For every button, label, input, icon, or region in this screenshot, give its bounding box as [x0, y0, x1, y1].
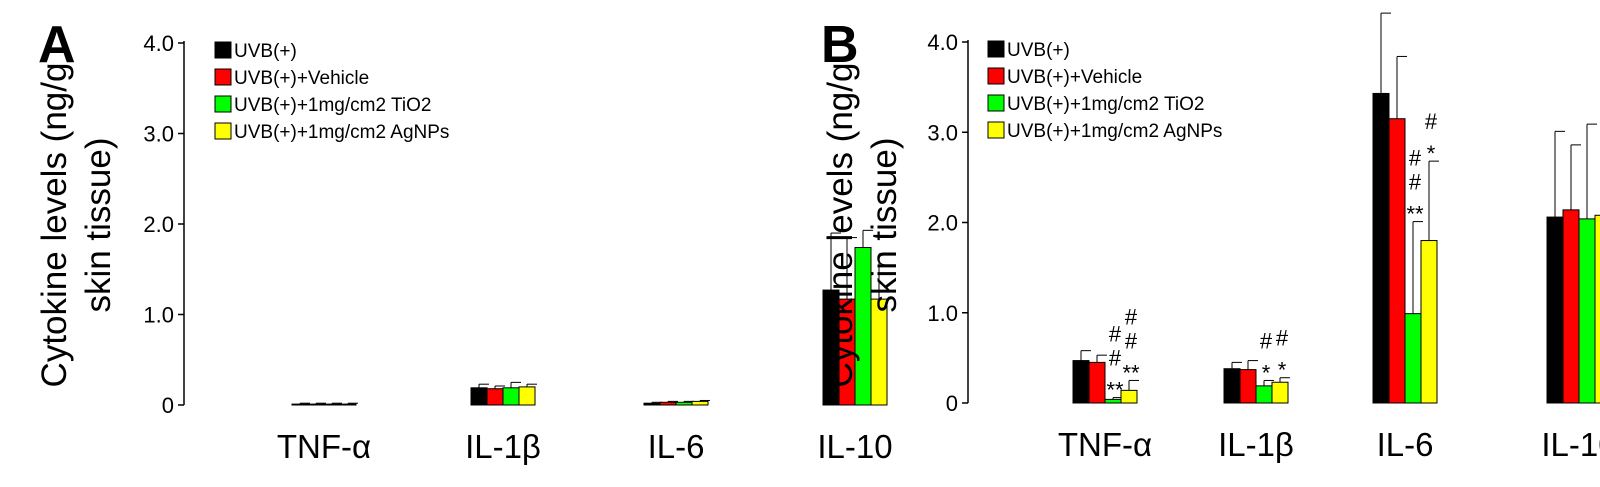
bar: [1546, 216, 1564, 404]
bar: [691, 400, 709, 406]
x-tick-label: IL-10: [817, 428, 892, 465]
x-tick-label: IL-1β: [1218, 426, 1294, 463]
significance-star: **: [1406, 202, 1424, 227]
legend-label: UVB(+): [234, 41, 297, 62]
legend: UVB(+) UVB(+)+Vehicle UVB(+)+1mg/cm2 TiO2 U…: [214, 41, 449, 143]
y-tick-label: 0: [946, 391, 958, 416]
bar: [659, 401, 677, 406]
legend-swatch: [214, 68, 232, 86]
legend-label: UVB(+)+1mg/cm2 AgNPs: [1007, 121, 1222, 142]
x-tick-label: IL-10: [1541, 426, 1600, 463]
legend-label: UVB(+)+Vehicle: [1007, 67, 1142, 88]
bar: [1562, 209, 1580, 404]
y-tick-label: 1.0: [143, 303, 174, 328]
bar: [1223, 368, 1241, 404]
legend-swatch: [214, 41, 232, 59]
bar: [1388, 118, 1406, 404]
legend-swatch: [987, 67, 1005, 85]
x-tick-label: IL-1β: [465, 428, 541, 465]
y-tick-label: 2.0: [143, 212, 174, 237]
bar: [1255, 385, 1273, 404]
y-axis-label-line1: Cytokine levels (ng/g: [35, 63, 74, 388]
panel-letter: A: [38, 16, 76, 74]
significance-hash: #: [1109, 346, 1122, 371]
bar: [1072, 360, 1090, 404]
x-tick-label: IL-6: [648, 428, 705, 465]
y-tick-label: 3.0: [143, 122, 174, 147]
y-axis-label-line2: skin tissue): [865, 137, 904, 312]
legend-label: UVB(+)+1mg/cm2 TiO2: [1007, 94, 1204, 115]
bar: [307, 403, 325, 406]
bar: [1239, 369, 1257, 404]
significance-hash: #: [1409, 170, 1422, 195]
y-tick-label: 4.0: [143, 31, 174, 56]
bar: [1420, 240, 1438, 404]
legend-label: UVB(+)+1mg/cm2 TiO2: [234, 95, 431, 116]
significance-hash: #: [1276, 326, 1289, 351]
bar: [339, 403, 357, 406]
y-tick-label: 4.0: [927, 30, 958, 55]
y-tick-label: 2.0: [927, 211, 958, 236]
bar: [1404, 313, 1422, 404]
bar: [518, 386, 536, 406]
significance-star: **: [1106, 378, 1124, 403]
bar: [1578, 218, 1596, 404]
legend-label: UVB(+): [1007, 40, 1070, 61]
y-tick-label: 1.0: [927, 301, 958, 326]
significance-hash: #: [1409, 146, 1422, 171]
bar: [323, 403, 341, 406]
significance-hash: #: [1109, 322, 1122, 347]
bar: [870, 298, 888, 406]
bar: [1271, 381, 1289, 404]
x-tick-label: TNF-α: [277, 428, 371, 465]
legend: UVB(+) UVB(+)+Vehicle UVB(+)+1mg/cm2 TiO2 U…: [987, 40, 1222, 142]
bar: [291, 403, 309, 406]
bar: [1372, 92, 1390, 404]
significance-star: *: [1278, 358, 1287, 383]
x-tick-label: TNF-α: [1058, 426, 1152, 463]
y-axis-label-line2: skin tissue): [79, 137, 118, 312]
y-tick-label: 3.0: [927, 120, 958, 145]
legend-swatch: [214, 95, 232, 113]
legend-swatch: [987, 121, 1005, 139]
bar: [675, 401, 693, 406]
y-tick-label: 0: [162, 393, 174, 418]
legend-label: UVB(+)+1mg/cm2 AgNPs: [234, 122, 449, 143]
significance-hash: #: [1425, 109, 1438, 134]
legend-swatch: [987, 94, 1005, 112]
bar: [502, 387, 520, 406]
x-tick-label: IL-6: [1377, 426, 1434, 463]
bar: [1594, 214, 1600, 404]
significance-star: **: [1122, 360, 1140, 385]
bar: [486, 388, 504, 406]
panel-letter: B: [821, 16, 859, 74]
bar: [470, 387, 488, 406]
bar: [643, 402, 661, 406]
significance-hash: #: [1260, 328, 1273, 353]
legend-swatch: [214, 122, 232, 140]
legend-swatch: [987, 40, 1005, 58]
significance-star: *: [1427, 141, 1436, 166]
y-axis-label-line1: Cytokine levels (ng/g: [821, 63, 860, 388]
significance-hash: #: [1125, 304, 1138, 329]
legend-label: UVB(+)+Vehicle: [234, 68, 369, 89]
significance-star: *: [1262, 360, 1271, 385]
bar: [1088, 361, 1106, 404]
significance-hash: #: [1125, 328, 1138, 353]
